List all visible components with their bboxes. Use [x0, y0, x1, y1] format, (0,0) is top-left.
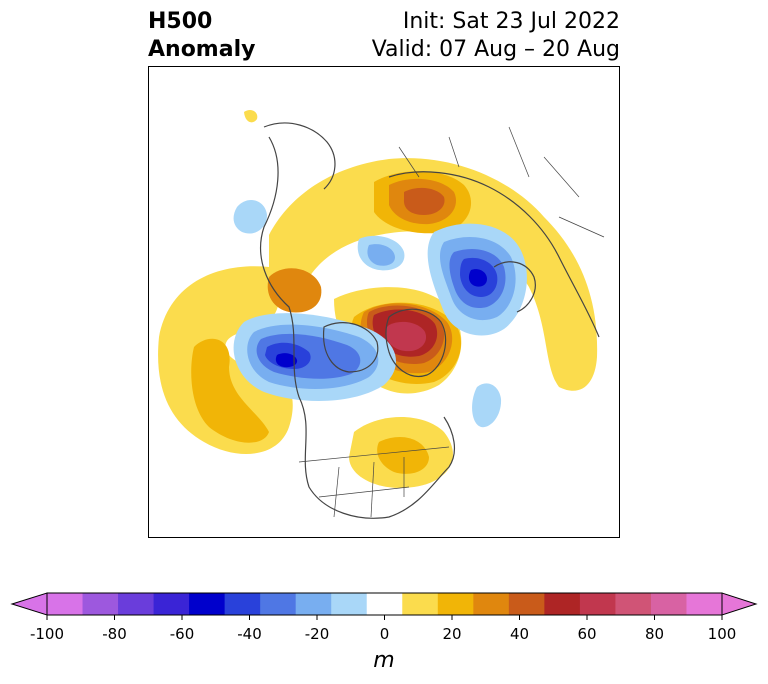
colorbar-box	[224, 593, 261, 615]
colorbar-box	[473, 593, 510, 615]
colorbar-tick-label: -20	[305, 625, 330, 643]
coastline-layer	[260, 122, 600, 519]
colorbar-tick-label: 60	[577, 625, 596, 643]
colorbar-box	[189, 593, 226, 615]
colorbar-box	[650, 593, 687, 615]
colorbar-tick-label: 0	[380, 625, 390, 643]
north-america-coast	[260, 136, 456, 519]
western-canada-ridge-40	[267, 268, 322, 313]
colorbar-tick-label: 100	[708, 625, 737, 643]
colorbar-box	[118, 593, 155, 615]
colorbar-unit: m	[373, 648, 394, 673]
colorbar-extend-high	[721, 592, 758, 616]
colorbar-box	[508, 593, 545, 615]
colorbar-tick-label: 40	[510, 625, 529, 643]
colorbar-tick-label: -60	[170, 625, 195, 643]
colorbar-svg: -100 -80 -60 -40 -20 0 20 40 60 80 100 m	[10, 592, 758, 673]
scandinavia-coast	[493, 261, 536, 313]
colorbar-tick-label: 20	[442, 625, 461, 643]
greenland-coast	[385, 308, 447, 377]
pacific-ridge-40	[191, 338, 269, 443]
negative-anomaly-layer	[233, 200, 527, 428]
colorbar-box	[260, 593, 297, 615]
colorbar-box	[615, 593, 652, 615]
arctic-trough-40	[367, 244, 395, 266]
map-title-left: H500 Anomaly	[148, 8, 255, 64]
border-layer	[298, 126, 605, 518]
map-title-right: Init: Sat 23 Jul 2022 Valid: 07 Aug – 20…	[372, 8, 620, 64]
colorbar-box	[366, 593, 403, 615]
colorbar-tick-label: -80	[102, 625, 127, 643]
anomaly-map-svg	[158, 109, 605, 519]
anomaly-map	[148, 66, 620, 538]
colorbar-extend-low	[10, 592, 48, 616]
atlantic-trough-20	[472, 383, 502, 428]
colorbar-boxes	[46, 592, 723, 616]
alaska-ridge-20	[244, 109, 258, 123]
hudson-bay-coast	[322, 322, 379, 373]
init-label: Init: Sat 23 Jul 2022	[402, 9, 620, 34]
arc-ridge-20	[269, 158, 598, 391]
colorbar: -100 -80 -60 -40 -20 0 20 40 60 80 100 m	[0, 585, 768, 675]
colorbar-box	[437, 593, 474, 615]
colorbar-box	[402, 593, 439, 615]
eurasia-coast	[388, 171, 600, 338]
siberia-high-80	[403, 187, 445, 215]
colorbar-box	[153, 593, 190, 615]
positive-anomaly-layer	[158, 109, 598, 488]
colorbar-box	[82, 593, 119, 615]
hudson-trough-core	[275, 353, 298, 368]
colorbar-box	[686, 593, 723, 615]
valid-label: Valid: 07 Aug – 20 Aug	[371, 37, 620, 62]
colorbar-ticks: -100 -80 -60 -40 -20 0 20 40 60 80 100	[30, 615, 736, 643]
alaska-coast	[263, 122, 336, 190]
gulf-alaska-trough-20	[233, 200, 267, 234]
greenland-high-80	[385, 321, 427, 352]
colorbar-box	[331, 593, 368, 615]
barents-trough-core	[468, 269, 487, 287]
colorbar-box	[579, 593, 616, 615]
colorbar-box	[544, 593, 581, 615]
colorbar-tick-label: -100	[30, 625, 64, 643]
colorbar-tick-label: -40	[237, 625, 262, 643]
colorbar-box	[47, 593, 84, 615]
eastern-us-ridge-40	[377, 437, 429, 474]
colorbar-box	[295, 593, 332, 615]
colorbar-tick-label: 80	[645, 625, 664, 643]
field-label: Anomaly	[148, 37, 256, 62]
variable-label: H500	[148, 9, 213, 34]
